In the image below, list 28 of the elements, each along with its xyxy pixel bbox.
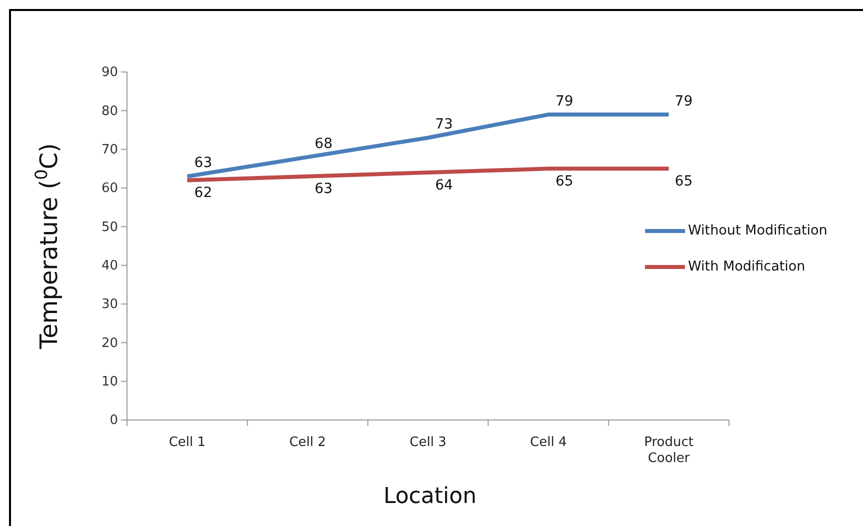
y-tick-label: 10 xyxy=(101,374,118,390)
data-label: 73 xyxy=(435,116,453,133)
data-label: 63 xyxy=(194,155,212,172)
data-label: 79 xyxy=(555,93,574,110)
legend-label: With Modification xyxy=(688,258,806,275)
x-tick-label: Cell 1 xyxy=(168,435,206,450)
y-tick-label: 0 xyxy=(110,413,118,428)
data-label: 63 xyxy=(314,181,333,198)
y-tick-label: 30 xyxy=(101,297,118,312)
x-tick-label: Cell 2 xyxy=(289,435,326,450)
y-tick-label: 40 xyxy=(101,258,118,274)
data-label: 64 xyxy=(435,177,453,194)
y-tick-label: 50 xyxy=(101,220,118,235)
x-axis-title: Location xyxy=(383,484,477,509)
y-tick-label: 70 xyxy=(101,142,118,158)
y-tick-label: 60 xyxy=(101,181,118,196)
y-tick-label: 20 xyxy=(101,336,118,351)
data-label: 68 xyxy=(314,136,333,152)
y-tick-label: 90 xyxy=(101,65,118,80)
data-label: 65 xyxy=(555,173,574,190)
data-label: 65 xyxy=(674,173,693,190)
x-tick-label: Cell 3 xyxy=(410,435,446,450)
data-label: 79 xyxy=(674,93,693,110)
y-tick-label: 80 xyxy=(101,104,118,119)
data-label: 62 xyxy=(194,185,212,202)
legend-label: Without Modification xyxy=(688,222,828,239)
x-tick-label: Product Cooler xyxy=(644,435,694,466)
x-tick-label: Cell 4 xyxy=(530,435,567,450)
